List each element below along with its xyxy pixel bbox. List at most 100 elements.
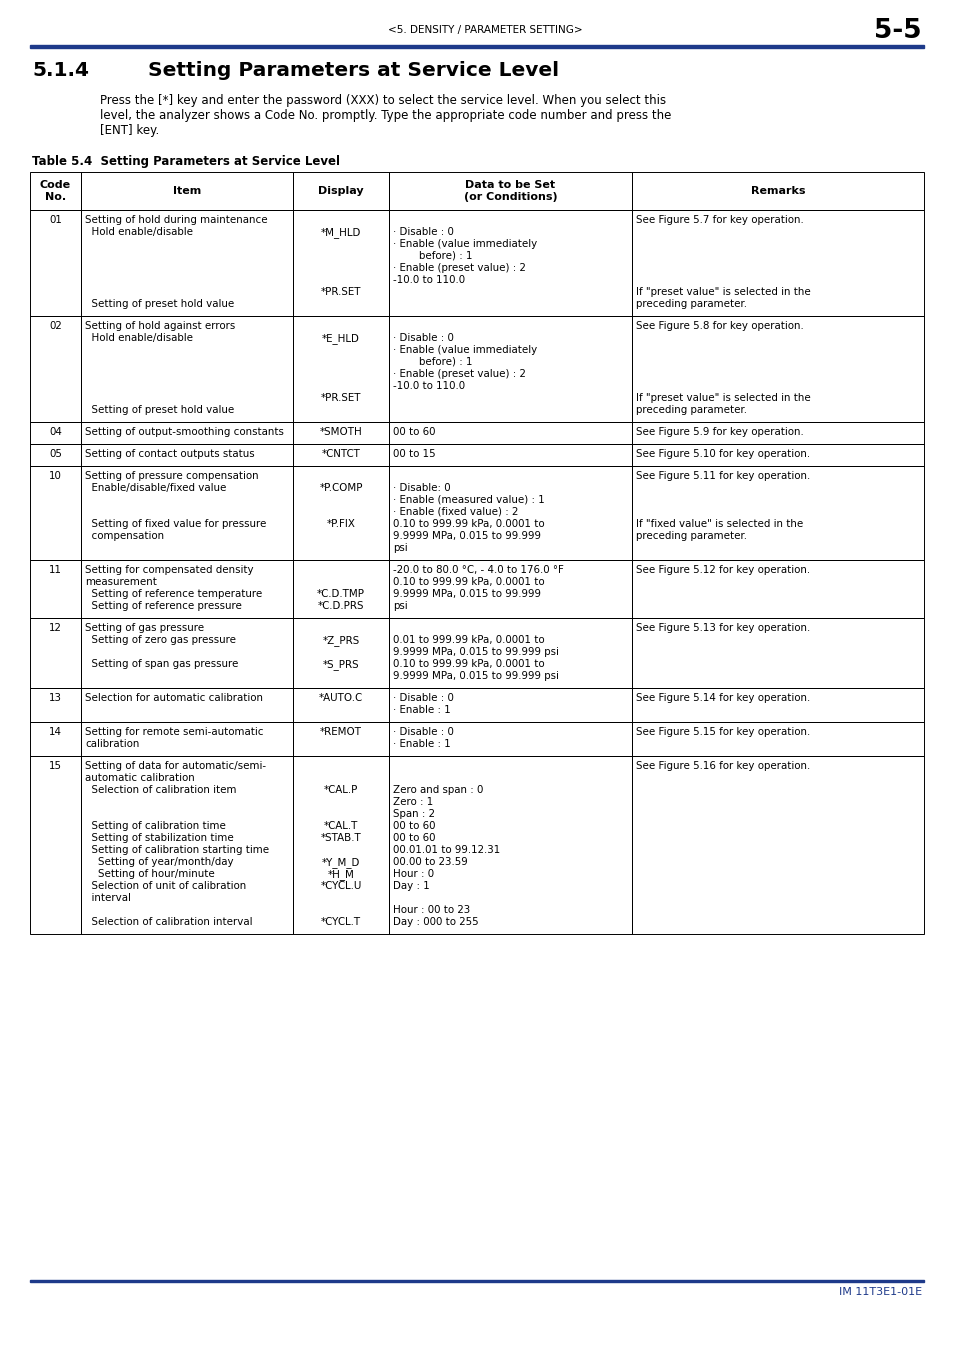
- Text: *CNTCT: *CNTCT: [321, 450, 360, 459]
- Text: Selection of unit of calibration: Selection of unit of calibration: [85, 882, 246, 891]
- Text: 0.01 to 999.99 kPa, 0.0001 to: 0.01 to 999.99 kPa, 0.0001 to: [393, 634, 544, 645]
- Bar: [81, 688, 293, 722]
- Text: *E_HLD: *E_HLD: [322, 333, 359, 344]
- Bar: [631, 423, 923, 444]
- Text: -20.0 to 80.0 °C, - 4.0 to 176.0 °F: -20.0 to 80.0 °C, - 4.0 to 176.0 °F: [393, 566, 563, 575]
- Text: 9.9999 MPa, 0.015 to 99.999: 9.9999 MPa, 0.015 to 99.999: [393, 531, 540, 541]
- Text: *AUTO.C: *AUTO.C: [318, 693, 363, 703]
- Bar: [631, 722, 923, 756]
- Text: Setting of pressure compensation: Setting of pressure compensation: [85, 471, 258, 481]
- Bar: [81, 171, 293, 211]
- Bar: [389, 171, 631, 211]
- Text: 05: 05: [49, 450, 62, 459]
- Text: *PR.SET: *PR.SET: [320, 288, 361, 297]
- Bar: [631, 466, 923, 560]
- Text: See Figure 5.10 for key operation.: See Figure 5.10 for key operation.: [636, 450, 809, 459]
- Text: Zero : 1: Zero : 1: [393, 796, 433, 807]
- Bar: [30, 1280, 923, 1282]
- Text: See Figure 5.11 for key operation.: See Figure 5.11 for key operation.: [636, 471, 809, 481]
- Text: level, the analyzer shows a Code No. promptly. Type the appropriate code number : level, the analyzer shows a Code No. pro…: [100, 109, 671, 122]
- Text: *CAL.P: *CAL.P: [323, 784, 357, 795]
- Text: *C.D.TMP: *C.D.TMP: [316, 589, 365, 599]
- Text: *C.D.PRS: *C.D.PRS: [317, 601, 364, 612]
- Bar: [30, 722, 81, 756]
- Bar: [631, 618, 923, 688]
- Bar: [30, 618, 81, 688]
- Bar: [30, 211, 81, 316]
- Text: Selection of calibration interval: Selection of calibration interval: [85, 917, 253, 927]
- Text: · Enable : 1: · Enable : 1: [393, 705, 450, 716]
- Text: *CYCL.U: *CYCL.U: [320, 882, 361, 891]
- Text: 13: 13: [49, 693, 62, 703]
- Bar: [81, 211, 293, 316]
- Text: *Z_PRS: *Z_PRS: [322, 634, 359, 645]
- Text: [ENT] key.: [ENT] key.: [100, 124, 159, 136]
- Text: preceding parameter.: preceding parameter.: [636, 531, 746, 541]
- Text: · Enable (measured value) : 1: · Enable (measured value) : 1: [393, 495, 544, 505]
- Text: 5-5: 5-5: [874, 18, 921, 45]
- Text: Display: Display: [318, 186, 363, 196]
- Bar: [631, 171, 923, 211]
- Text: · Enable (fixed value) : 2: · Enable (fixed value) : 2: [393, 508, 517, 517]
- Text: Zero and span : 0: Zero and span : 0: [393, 784, 483, 795]
- Text: Hold enable/disable: Hold enable/disable: [85, 333, 193, 343]
- Text: 0.10 to 999.99 kPa, 0.0001 to: 0.10 to 999.99 kPa, 0.0001 to: [393, 518, 544, 529]
- Text: measurement: measurement: [85, 576, 156, 587]
- Bar: [30, 444, 81, 466]
- Bar: [81, 560, 293, 618]
- Text: 9.9999 MPa, 0.015 to 99.999: 9.9999 MPa, 0.015 to 99.999: [393, 589, 540, 599]
- Text: Setting of preset hold value: Setting of preset hold value: [85, 298, 234, 309]
- Text: Setting of gas pressure: Setting of gas pressure: [85, 622, 204, 633]
- Text: 14: 14: [49, 728, 62, 737]
- Bar: [631, 316, 923, 423]
- Text: Day : 1: Day : 1: [393, 882, 429, 891]
- Text: Selection of calibration item: Selection of calibration item: [85, 784, 236, 795]
- Text: Setting of data for automatic/semi-: Setting of data for automatic/semi-: [85, 761, 266, 771]
- Text: Setting of contact outputs status: Setting of contact outputs status: [85, 450, 254, 459]
- Text: *REMOT: *REMOT: [319, 728, 361, 737]
- Text: *H_M: *H_M: [327, 869, 355, 880]
- Bar: [631, 688, 923, 722]
- Text: See Figure 5.16 for key operation.: See Figure 5.16 for key operation.: [636, 761, 809, 771]
- Text: · Enable (preset value) : 2: · Enable (preset value) : 2: [393, 369, 525, 379]
- Text: 12: 12: [49, 622, 62, 633]
- Text: Remarks: Remarks: [750, 186, 804, 196]
- Text: Data to be Set
(or Conditions): Data to be Set (or Conditions): [463, 180, 557, 201]
- Bar: [81, 316, 293, 423]
- Text: before) : 1: before) : 1: [393, 356, 472, 367]
- Text: Item: Item: [172, 186, 201, 196]
- Text: 9.9999 MPa, 0.015 to 99.999 psi: 9.9999 MPa, 0.015 to 99.999 psi: [393, 647, 558, 657]
- Bar: [293, 444, 389, 466]
- Bar: [389, 423, 631, 444]
- Bar: [389, 444, 631, 466]
- Bar: [293, 560, 389, 618]
- Bar: [293, 171, 389, 211]
- Text: 00.01.01 to 99.12.31: 00.01.01 to 99.12.31: [393, 845, 499, 855]
- Text: *PR.SET: *PR.SET: [320, 393, 361, 404]
- Text: If "preset value" is selected in the: If "preset value" is selected in the: [636, 288, 810, 297]
- Text: 9.9999 MPa, 0.015 to 99.999 psi: 9.9999 MPa, 0.015 to 99.999 psi: [393, 671, 558, 680]
- Text: Setting of stabilization time: Setting of stabilization time: [85, 833, 233, 842]
- Text: 00 to 60: 00 to 60: [393, 833, 435, 842]
- Bar: [389, 688, 631, 722]
- Text: Setting of hour/minute: Setting of hour/minute: [85, 869, 214, 879]
- Text: *CAL.T: *CAL.T: [323, 821, 357, 832]
- Bar: [30, 423, 81, 444]
- Bar: [30, 560, 81, 618]
- Bar: [30, 688, 81, 722]
- Text: calibration: calibration: [85, 738, 139, 749]
- Text: *P.COMP: *P.COMP: [319, 483, 362, 493]
- Bar: [81, 756, 293, 934]
- Text: See Figure 5.14 for key operation.: See Figure 5.14 for key operation.: [636, 693, 809, 703]
- Text: 0.10 to 999.99 kPa, 0.0001 to: 0.10 to 999.99 kPa, 0.0001 to: [393, 659, 544, 670]
- Text: -10.0 to 110.0: -10.0 to 110.0: [393, 275, 465, 285]
- Bar: [389, 466, 631, 560]
- Text: *Y_M_D: *Y_M_D: [321, 857, 360, 868]
- Text: Span : 2: Span : 2: [393, 809, 435, 819]
- Text: 5.1.4: 5.1.4: [32, 61, 89, 80]
- Text: interval: interval: [85, 892, 131, 903]
- Text: *M_HLD: *M_HLD: [320, 227, 361, 238]
- Bar: [293, 211, 389, 316]
- Bar: [631, 444, 923, 466]
- Bar: [30, 45, 923, 49]
